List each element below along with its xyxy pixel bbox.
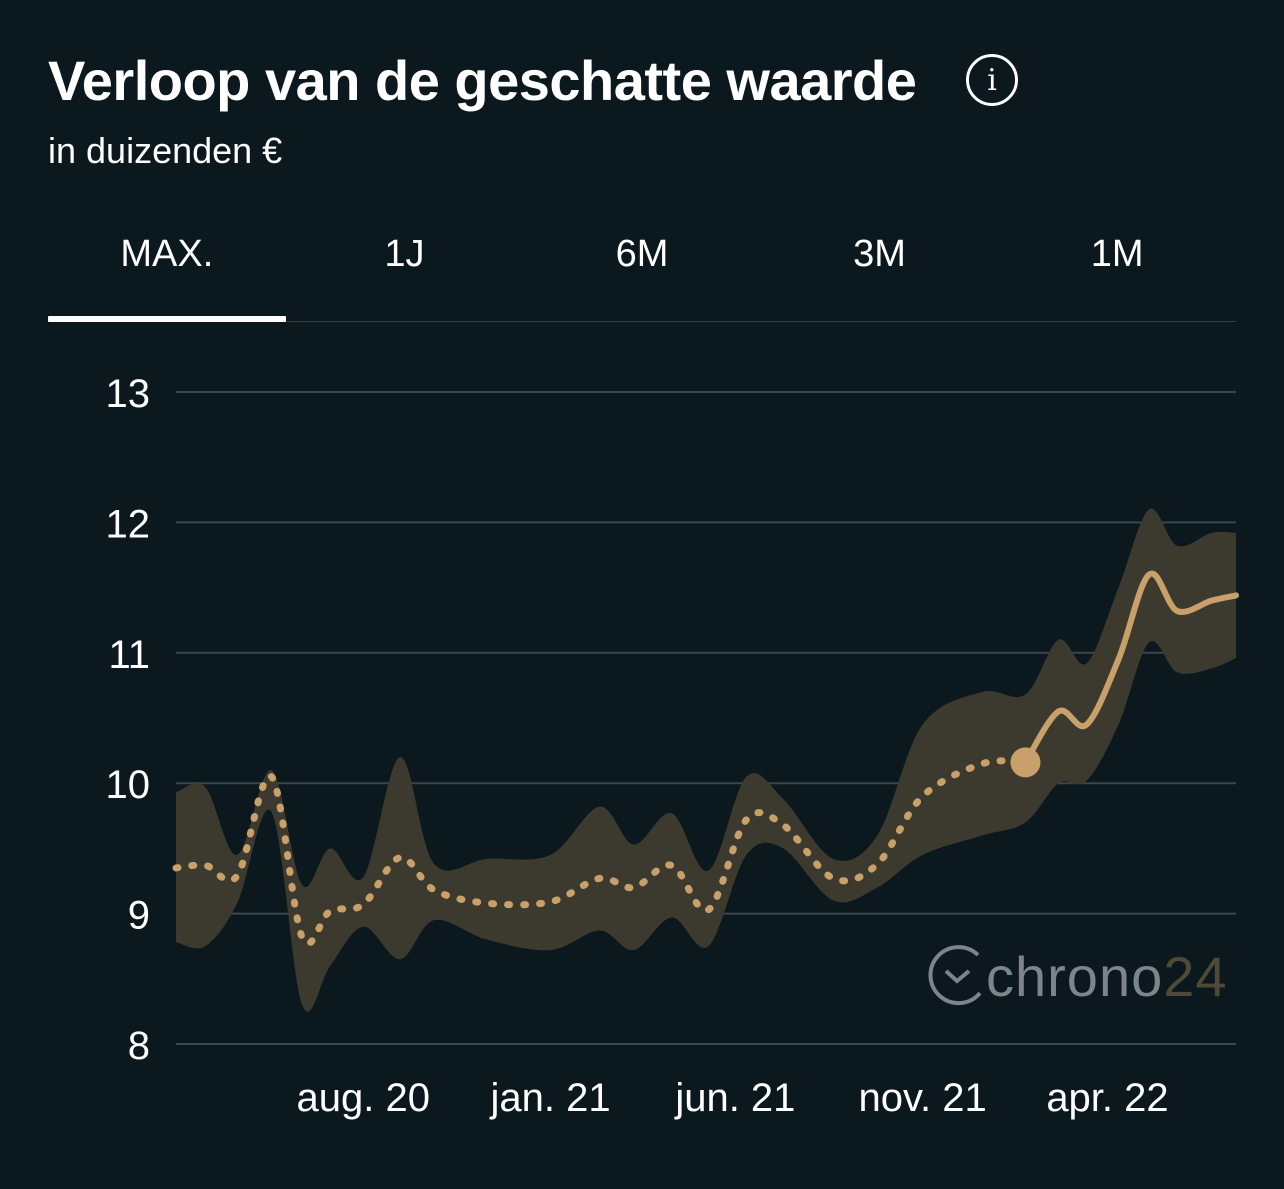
tab-3m[interactable]: 3M [853, 233, 906, 275]
x-axis-labels: aug. 20 jan. 21 jun. 21 nov. 21 apr. 22 [297, 1076, 1169, 1120]
y-tick-label: 11 [108, 633, 150, 677]
tab-6m[interactable]: 6M [615, 233, 669, 275]
x-tick-label: jun. 21 [674, 1076, 795, 1120]
chart-title: Verloop van de geschatte waarde [48, 49, 917, 112]
x-tick-label: aug. 20 [297, 1076, 430, 1120]
chart-subtitle: in duizenden € [48, 130, 283, 171]
forecast-value-line [1022, 570, 1239, 766]
range-band-area [176, 508, 1236, 1012]
value-lines [172, 570, 1239, 947]
x-tick-label: apr. 22 [1046, 1076, 1168, 1120]
y-axis-labels: 8 9 10 11 12 13 [106, 372, 151, 1068]
y-tick-label: 12 [106, 502, 151, 546]
y-tick-label: 10 [106, 763, 151, 807]
range-band [176, 508, 1236, 1012]
tab-1j[interactable]: 1J [384, 233, 425, 275]
y-tick-label: 8 [128, 1024, 150, 1068]
tab-1m[interactable]: 1M [1090, 233, 1144, 275]
period-tabs: MAX. 1J 6M 3M 1M [48, 216, 1236, 322]
historical-value-line [172, 757, 1029, 947]
tab-max[interactable]: MAX. [48, 216, 286, 322]
x-tick-label: nov. 21 [859, 1076, 987, 1120]
current-value-marker [1010, 747, 1041, 778]
y-tick-label: 9 [128, 894, 150, 938]
info-icon[interactable]: i [966, 54, 1018, 106]
x-tick-label: jan. 21 [489, 1076, 610, 1120]
y-tick-label: 13 [106, 372, 151, 416]
